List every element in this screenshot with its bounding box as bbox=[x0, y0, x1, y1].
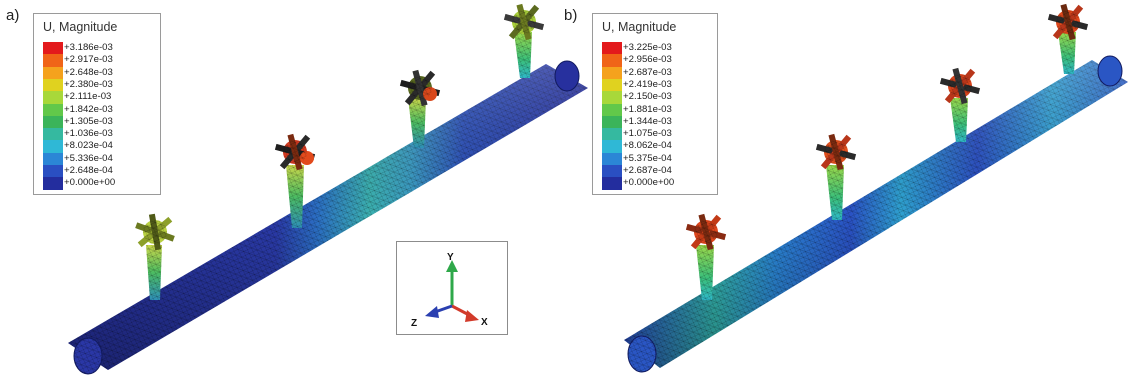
legend-tick-label: +2.419e-03 bbox=[623, 78, 672, 90]
legend-tick-label: +1.881e-03 bbox=[623, 103, 672, 115]
legend-panel-a: U, Magnitude +3.186e-03 +2.917e-03 +2.648e… bbox=[33, 13, 161, 195]
legend-tick-label: +1.075e-03 bbox=[623, 128, 672, 140]
legend-tick-label: +1.344e-03 bbox=[623, 115, 672, 127]
nozzle-b-4 bbox=[1047, 3, 1089, 74]
legend-tick-label: +2.687e-04 bbox=[623, 165, 672, 176]
legend-swatch bbox=[43, 128, 63, 141]
legend-swatch bbox=[602, 91, 622, 104]
nozzle-a-2 bbox=[274, 133, 316, 228]
legend-swatch bbox=[43, 42, 63, 55]
z-axis-label: Z bbox=[411, 318, 418, 329]
legend-tick-label: +8.062e-04 bbox=[623, 140, 672, 152]
legend-swatch bbox=[43, 165, 63, 178]
y-axis-label: Y bbox=[447, 252, 454, 263]
nozzle-a-3 bbox=[399, 69, 441, 148]
legend-swatch bbox=[43, 78, 63, 92]
axis-triad: Y X Z bbox=[396, 241, 508, 335]
legend-b-title: U, Magnitude bbox=[602, 20, 677, 34]
z-axis-arrowhead bbox=[425, 306, 439, 318]
legend-tick-label: +3.225e-03 bbox=[623, 42, 672, 53]
z-axis-arrow bbox=[434, 304, 453, 314]
legend-tick-label: +0.000e+00 bbox=[64, 177, 116, 189]
legend-swatch bbox=[602, 177, 622, 191]
legend-tick-label: +2.150e-03 bbox=[623, 91, 672, 103]
panel-b-label: b) bbox=[564, 7, 578, 24]
nozzle-b-3 bbox=[939, 67, 981, 142]
legend-swatch bbox=[602, 115, 622, 129]
legend-swatch bbox=[602, 66, 622, 80]
legend-tick-label: +2.956e-03 bbox=[623, 54, 672, 66]
legend-swatch bbox=[602, 165, 622, 178]
legend-tick-label: +2.648e-04 bbox=[64, 165, 113, 176]
panel-a-label: a) bbox=[6, 7, 20, 24]
axis-triad-arrows bbox=[425, 260, 479, 322]
y-axis-arrowhead bbox=[446, 260, 458, 272]
legend-swatch bbox=[602, 54, 622, 68]
legend-swatch bbox=[43, 103, 63, 117]
legend-a-title: U, Magnitude bbox=[43, 20, 118, 34]
legend-swatch bbox=[43, 91, 63, 104]
legend-swatch bbox=[43, 66, 63, 80]
legend-tick-label: +2.648e-03 bbox=[64, 66, 113, 78]
legend-tick-label: +5.336e-04 bbox=[64, 152, 113, 164]
legend-tick-label: +3.186e-03 bbox=[64, 42, 113, 53]
pipe-b bbox=[624, 55, 1128, 373]
pipe-a bbox=[68, 60, 588, 375]
legend-swatch bbox=[43, 152, 63, 166]
legend-tick-label: +1.036e-03 bbox=[64, 128, 113, 140]
legend-tick-label: +5.375e-04 bbox=[623, 152, 672, 164]
legend-swatch bbox=[43, 140, 63, 154]
legend-tick-label: +1.842e-03 bbox=[64, 103, 113, 115]
legend-swatch bbox=[602, 78, 622, 92]
legend-swatch bbox=[602, 140, 622, 154]
nozzle-a-1 bbox=[135, 213, 175, 300]
x-axis-arrowhead bbox=[465, 310, 479, 322]
legend-tick-label: +8.023e-04 bbox=[64, 140, 113, 152]
x-axis-label: X bbox=[481, 317, 488, 328]
legend-tick-label: +2.111e-03 bbox=[64, 91, 112, 103]
legend-swatch bbox=[602, 42, 622, 55]
legend-tick-label: +0.000e+00 bbox=[623, 177, 675, 189]
legend-tick-label: +2.687e-03 bbox=[623, 66, 672, 78]
legend-swatch bbox=[602, 103, 622, 117]
legend-tick-label: +2.917e-03 bbox=[64, 54, 113, 66]
nozzle-b-2 bbox=[815, 133, 857, 220]
legend-tick-label: +1.305e-03 bbox=[64, 115, 113, 127]
legend-swatch bbox=[43, 54, 63, 68]
legend-panel-b: U, Magnitude +3.225e-03 +2.956e-03 +2.687e… bbox=[592, 13, 718, 195]
legend-swatch bbox=[43, 115, 63, 129]
legend-swatch bbox=[602, 128, 622, 141]
legend-swatch bbox=[43, 177, 63, 191]
nozzle-a-4 bbox=[503, 3, 545, 78]
legend-swatch bbox=[602, 152, 622, 166]
legend-tick-label: +2.380e-03 bbox=[64, 78, 113, 90]
nozzle-b-1 bbox=[685, 213, 727, 300]
